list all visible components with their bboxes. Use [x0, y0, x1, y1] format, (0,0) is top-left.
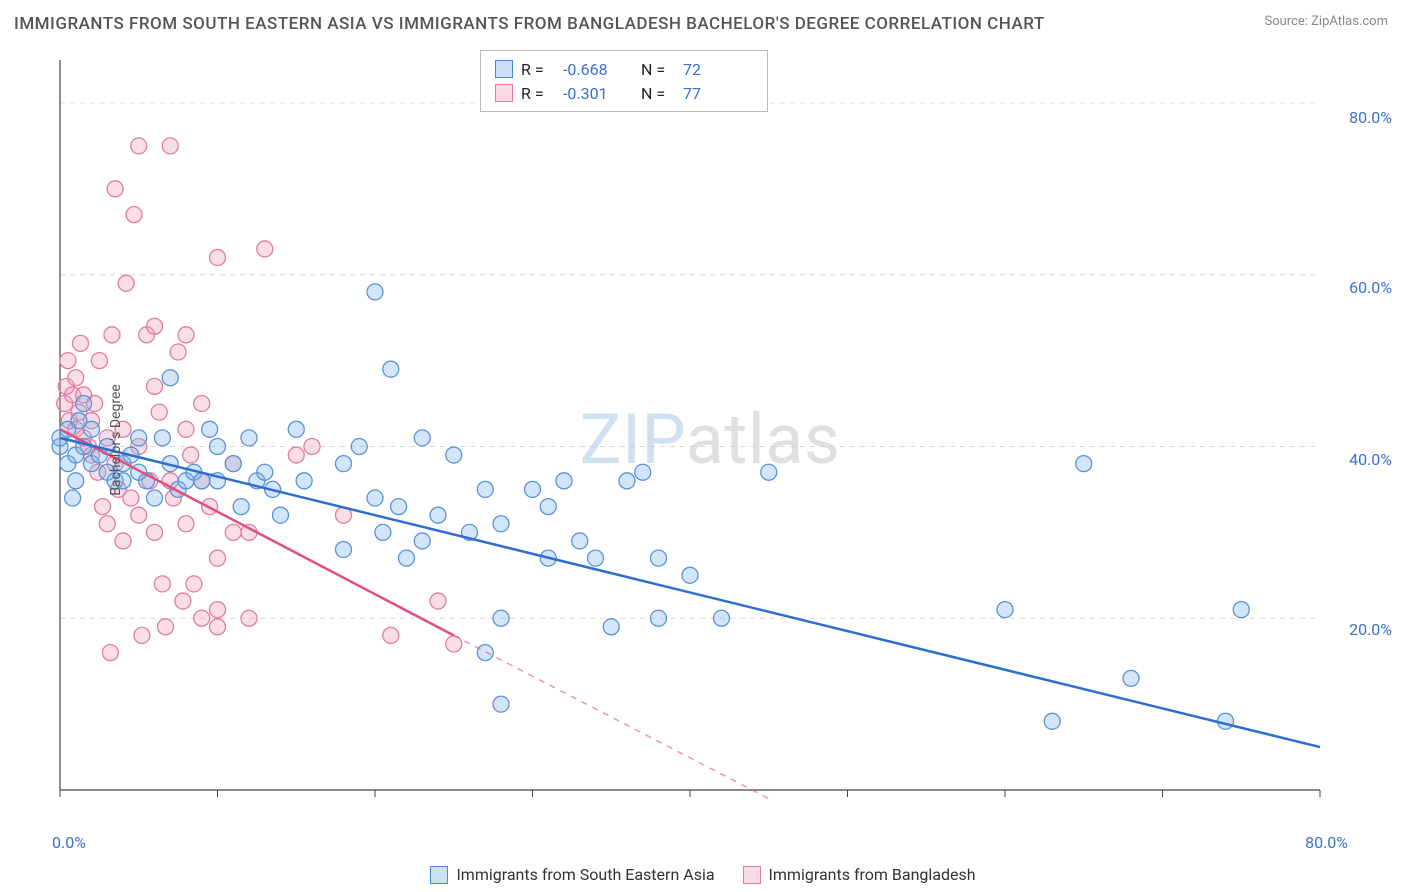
x-tick-0: 0.0%	[52, 833, 86, 852]
y-tick-40: 40.0%	[1349, 450, 1392, 469]
chart-area: Bachelor's Degree ZIPatlas	[50, 50, 1370, 830]
swatch-blue-icon	[495, 60, 513, 78]
swatch-pink-icon	[495, 84, 513, 102]
legend-series: Immigrants from South Eastern Asia Immig…	[0, 865, 1406, 884]
legend-label-bgd: Immigrants from Bangladesh	[769, 865, 976, 884]
legend-stats: R = -0.668 N = 72 R = -0.301 N = 77	[480, 50, 768, 112]
y-tick-60: 60.0%	[1349, 278, 1392, 297]
chart-title: IMMIGRANTS FROM SOUTH EASTERN ASIA VS IM…	[14, 14, 1045, 34]
swatch-blue-icon	[430, 866, 448, 884]
legend-item-sea: Immigrants from South Eastern Asia	[430, 865, 714, 884]
legend-stats-row-bgd: R = -0.301 N = 77	[495, 81, 753, 105]
x-tick-80: 80.0%	[1305, 833, 1348, 852]
stat-n-label: N =	[641, 60, 675, 79]
stat-n-label: N =	[641, 84, 675, 103]
stat-r-label: R =	[521, 84, 555, 103]
swatch-pink-icon	[743, 866, 761, 884]
stat-r-sea: -0.668	[563, 60, 633, 79]
legend-label-sea: Immigrants from South Eastern Asia	[456, 865, 714, 884]
y-tick-20: 20.0%	[1349, 620, 1392, 639]
legend-item-bgd: Immigrants from Bangladesh	[743, 865, 976, 884]
source-label: Source: ZipAtlas.com	[1264, 14, 1388, 29]
stat-n-bgd: 77	[683, 84, 753, 103]
legend-stats-row-sea: R = -0.668 N = 72	[495, 57, 753, 81]
stat-n-sea: 72	[683, 60, 753, 79]
stat-r-bgd: -0.301	[563, 84, 633, 103]
y-axis-label: Bachelor's Degree	[108, 384, 124, 496]
stat-r-label: R =	[521, 60, 555, 79]
scatter-plot	[50, 50, 1370, 830]
y-tick-80: 80.0%	[1349, 108, 1392, 127]
